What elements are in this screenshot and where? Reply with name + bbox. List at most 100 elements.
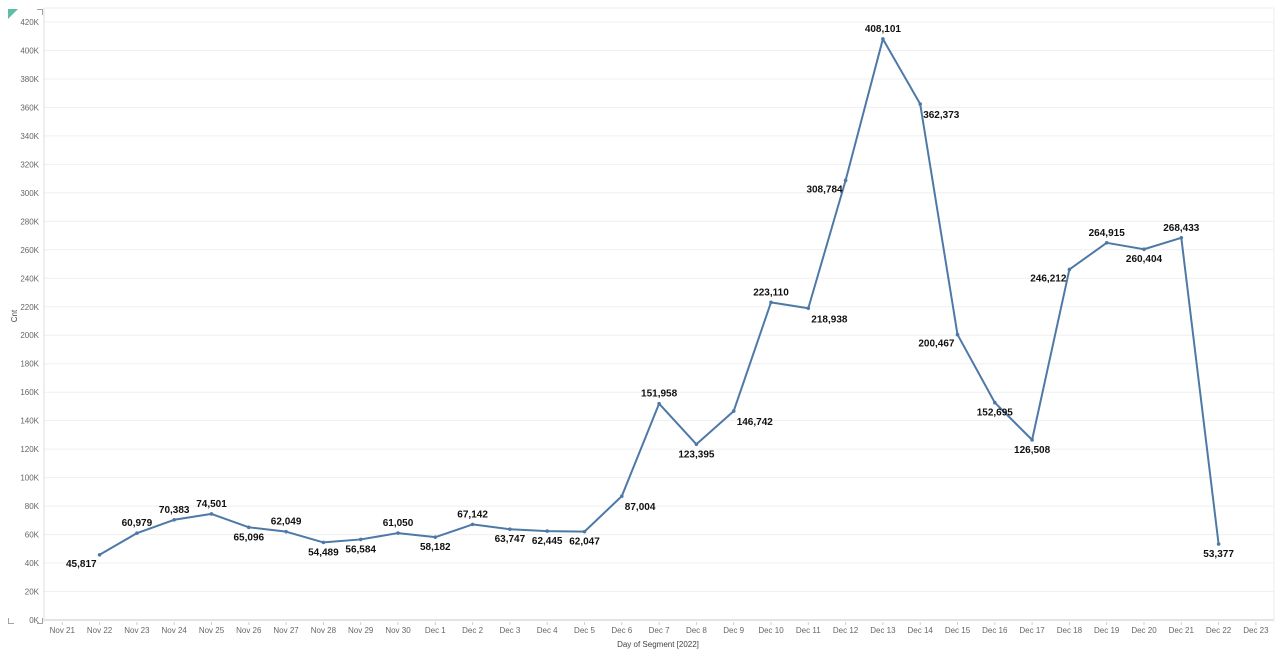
- y-tick-label: 380K: [20, 75, 39, 84]
- data-point: [1142, 247, 1146, 252]
- x-tick-label: Nov 23: [124, 626, 150, 635]
- x-tick-label: Dec 8: [686, 626, 707, 635]
- x-tick-label: Nov 26: [236, 626, 262, 635]
- x-tick-label: Dec 9: [723, 626, 744, 635]
- data-point: [396, 531, 400, 535]
- data-label: 53,377: [1203, 549, 1234, 560]
- y-tick-label: 0K: [29, 616, 39, 625]
- y-tick-label: 180K: [20, 360, 39, 369]
- data-point: [135, 531, 139, 535]
- x-tick-label: Dec 16: [982, 626, 1008, 635]
- x-tick-label: Nov 28: [311, 626, 337, 635]
- x-tick-label: Dec 12: [833, 626, 859, 635]
- data-point: [694, 442, 699, 447]
- y-tick-label: 40K: [25, 559, 40, 568]
- data-point: [321, 540, 326, 545]
- data-label: 362,373: [923, 110, 960, 121]
- x-tick-label: Dec 5: [574, 626, 595, 635]
- data-label: 45,817: [66, 559, 97, 570]
- data-point: [172, 517, 176, 522]
- data-label: 87,004: [625, 502, 656, 513]
- y-tick-label: 300K: [20, 189, 39, 198]
- gridlines: [43, 7, 1275, 622]
- x-tick-label: Nov 25: [199, 626, 225, 635]
- x-tick-label: Dec 14: [908, 626, 934, 635]
- x-axis: Nov 21 Nov 22 Nov 23 Nov 24 Nov 25 Nov 26 Nov …: [50, 622, 1269, 635]
- x-tick-label: Nov 29: [348, 626, 374, 635]
- data-point: [97, 552, 102, 557]
- x-tick-label: Dec 6: [611, 626, 632, 635]
- x-tick-label: Dec 19: [1094, 626, 1120, 635]
- x-axis-title: Day of Segment [2022]: [617, 640, 699, 649]
- data-point: [993, 400, 997, 405]
- data-point: [657, 401, 661, 406]
- data-label: 268,433: [1163, 223, 1200, 234]
- data-label: 62,445: [532, 536, 563, 547]
- x-tick-label: Dec 4: [537, 626, 558, 635]
- x-tick-label: Nov 22: [87, 626, 113, 635]
- y-tick-label: 340K: [20, 132, 39, 141]
- data-point: [470, 522, 475, 527]
- y-tick-label: 320K: [20, 160, 39, 169]
- y-tick-label: 280K: [20, 217, 39, 226]
- data-point: [1179, 236, 1184, 240]
- data-label: 58,182: [420, 542, 451, 553]
- data-label: 74,501: [196, 499, 227, 510]
- frame-corner-br: [37, 618, 43, 624]
- data-labels: 45,817 60,979 70,383 74,501 65,096 62,049 54,4…: [66, 24, 1234, 570]
- data-label: 67,142: [457, 509, 488, 520]
- x-tick-label: Dec 23: [1243, 626, 1269, 635]
- data-label: 56,584: [345, 544, 376, 555]
- x-tick-label: Dec 10: [758, 626, 784, 635]
- data-label: 408,101: [865, 24, 902, 35]
- corner-marker-icon: [8, 9, 18, 19]
- x-tick-label: Dec 15: [945, 626, 971, 635]
- x-tick-label: Dec 22: [1206, 626, 1232, 635]
- data-point: [620, 494, 624, 498]
- data-point: [1104, 241, 1109, 245]
- data-label: 223,110: [753, 287, 789, 298]
- data-point: [433, 535, 438, 539]
- y-tick-label: 260K: [20, 246, 39, 255]
- x-tick-label: Dec 18: [1057, 626, 1083, 635]
- frame-corner-bl: [8, 618, 14, 624]
- x-tick-label: Dec 17: [1019, 626, 1045, 635]
- data-label: 146,742: [737, 417, 774, 428]
- data-label: 62,047: [569, 537, 600, 548]
- x-tick-label: Dec 3: [499, 626, 520, 635]
- data-label: 308,784: [806, 184, 843, 195]
- data-point: [1216, 542, 1221, 546]
- frame-corner-tl: [37, 9, 43, 15]
- y-tick-label: 20K: [25, 588, 40, 597]
- x-tick-label: Dec 20: [1131, 626, 1157, 635]
- data-point: [881, 37, 885, 41]
- data-point: [769, 300, 773, 305]
- x-tick-label: Dec 2: [462, 626, 483, 635]
- data-point: [731, 409, 736, 413]
- data-label: 54,489: [308, 547, 339, 558]
- y-tick-label: 200K: [20, 331, 39, 340]
- data-label: 246,212: [1030, 273, 1067, 284]
- y-tick-label: 140K: [20, 417, 39, 426]
- data-label: 126,508: [1014, 445, 1051, 456]
- y-axis: 0K 20K 40K 60K 80K 100K 120K 140K 160K 180K 200K 22…: [20, 18, 39, 625]
- data-label: 65,096: [234, 532, 265, 543]
- y-tick-label: 60K: [25, 531, 40, 540]
- data-point: [247, 525, 251, 530]
- data-label: 123,395: [678, 449, 715, 460]
- y-tick-label: 360K: [20, 103, 39, 112]
- data-label: 62,049: [271, 517, 302, 528]
- data-label: 63,747: [495, 534, 526, 545]
- data-point: [806, 306, 811, 311]
- data-point: [582, 529, 587, 534]
- y-tick-label: 120K: [20, 445, 39, 454]
- data-label: 151,958: [641, 389, 678, 400]
- x-tick-label: Nov 24: [162, 626, 188, 635]
- y-tick-label: 400K: [20, 46, 39, 55]
- y-axis-title: Cnt: [10, 309, 19, 322]
- x-tick-label: Nov 27: [273, 626, 299, 635]
- data-point: [209, 512, 214, 516]
- data-label: 70,383: [159, 505, 190, 516]
- data-point: [1067, 267, 1072, 272]
